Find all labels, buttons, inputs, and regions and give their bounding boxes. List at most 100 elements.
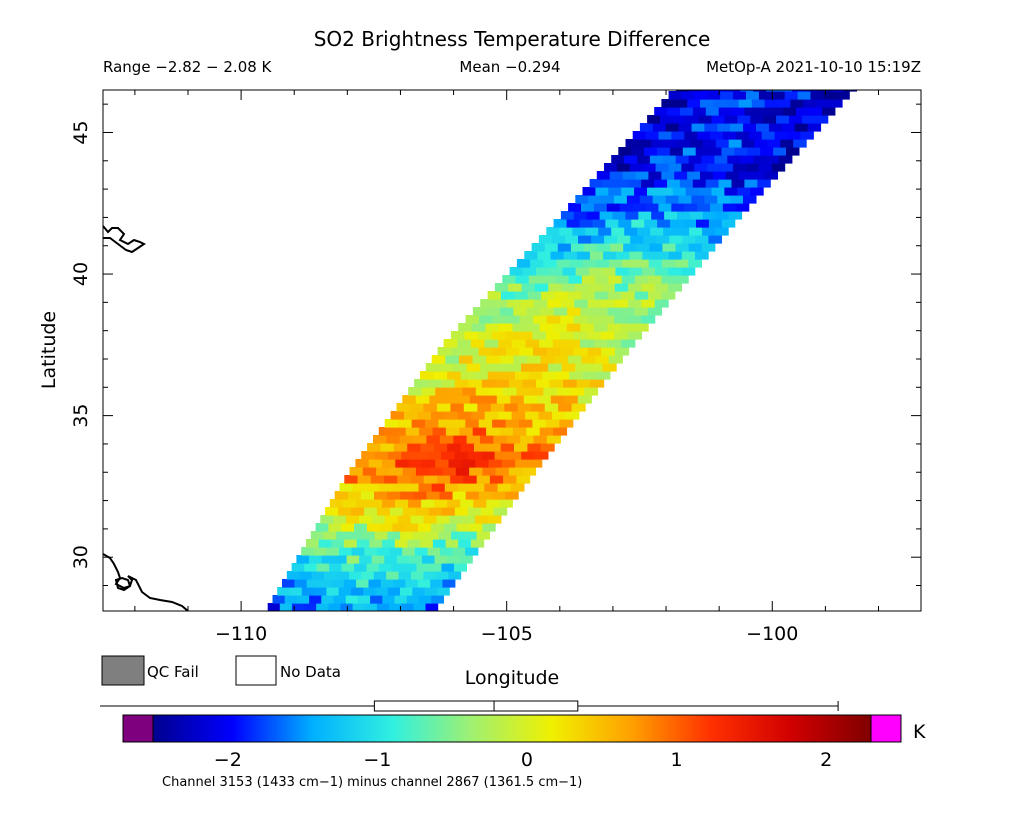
- swath-pixel: [499, 499, 513, 508]
- swath-pixel: [458, 539, 472, 548]
- swath-pixel: [431, 595, 444, 604]
- swath-pixel: [803, 99, 817, 108]
- swath-pixel: [618, 219, 632, 228]
- colorbar-tick-label: 1: [670, 749, 682, 771]
- swath-pixel: [581, 275, 596, 284]
- swath-pixel: [756, 123, 770, 132]
- swath-pixel: [463, 403, 478, 412]
- swath-pixel: [784, 91, 799, 100]
- swath-pixel: [405, 523, 419, 532]
- swath-pixel: [404, 411, 419, 420]
- swath-pixel: [497, 483, 512, 492]
- swath-pixel: [657, 219, 671, 228]
- swath-pixel: [602, 363, 617, 372]
- swath-pixel: [534, 363, 549, 372]
- swath-pixel: [553, 323, 568, 332]
- swath-pixel: [486, 427, 501, 436]
- colorbar-caption: Channel 3153 (1433 cm−1) minus channel 2…: [162, 775, 582, 790]
- swath-pixel: [657, 147, 671, 156]
- swath-pixel: [364, 603, 378, 611]
- swath-pixel: [634, 307, 649, 316]
- swath-pixel: [456, 395, 471, 404]
- swath-pixel: [554, 355, 569, 364]
- swath-pixel: [771, 163, 786, 172]
- swath-pixel: [614, 347, 630, 356]
- swath-pixel: [448, 571, 462, 580]
- swath-pixel: [721, 147, 735, 156]
- swath-pixel: [315, 523, 329, 532]
- swath-pixel: [499, 307, 514, 316]
- swath-pixel: [509, 267, 524, 276]
- swath-pixel: [684, 131, 698, 140]
- swath-pixel: [338, 587, 352, 596]
- swath-pixel: [814, 115, 829, 124]
- swath-pixel: [304, 563, 318, 572]
- swath-pixel: [338, 507, 352, 516]
- swath-pixel: [447, 555, 461, 564]
- swath-pixel: [387, 451, 402, 460]
- swath-pixel: [517, 403, 532, 412]
- swath-pixel: [661, 99, 675, 108]
- swath-pixel: [411, 419, 426, 428]
- swath-pixel: [471, 323, 486, 332]
- swath-pixel: [306, 539, 320, 548]
- swath-pixel: [521, 283, 536, 292]
- swath-pixel: [587, 299, 602, 308]
- swath-pixel: [390, 411, 405, 420]
- swath-pixel: [521, 451, 536, 460]
- swath-pixel: [737, 115, 751, 124]
- swath-pixel: [629, 163, 644, 172]
- swath-pixel: [296, 555, 310, 564]
- swath-pixel: [480, 363, 495, 372]
- swath-pixel: [343, 499, 357, 508]
- swath-pixel: [661, 275, 676, 284]
- swath-pixel: [744, 179, 758, 188]
- swath-pixel: [794, 123, 809, 132]
- swath-pixel: [452, 491, 467, 500]
- swath-pixel: [676, 227, 690, 236]
- swath-pixel: [641, 179, 655, 188]
- swath-pixel: [713, 99, 727, 108]
- no-data-label: No Data: [280, 663, 341, 681]
- swath-pixel: [650, 227, 664, 236]
- swath-pixel: [545, 419, 560, 428]
- swath-pixel: [384, 555, 398, 564]
- swath-pixel: [472, 307, 487, 316]
- swath-pixel: [475, 515, 489, 524]
- swath-pixel: [682, 147, 697, 156]
- swath-pixel: [447, 443, 462, 452]
- swath-pixel: [576, 379, 591, 388]
- swath-pixel: [309, 555, 323, 564]
- swath-pixel: [428, 563, 442, 572]
- swath-pixel: [460, 371, 475, 380]
- swath-pixel: [294, 579, 308, 588]
- swath-pixel: [635, 275, 649, 284]
- swath-pixel: [550, 251, 565, 260]
- swath-pixel: [520, 435, 535, 444]
- swath-pixel: [376, 603, 390, 611]
- swath-pixel: [583, 243, 598, 252]
- swath-pixel: [519, 347, 534, 356]
- swath-pixel: [473, 499, 487, 508]
- swath-pixel: [728, 139, 743, 148]
- swath-pixel: [311, 571, 325, 580]
- colorbar-tick-label: 0: [521, 749, 533, 771]
- swath-pixel: [522, 379, 537, 388]
- swath-pixel: [682, 235, 696, 244]
- swath-pixel: [734, 147, 748, 156]
- swath-pixel: [421, 499, 435, 508]
- swath-pixel: [375, 587, 389, 596]
- swath-pixel: [501, 291, 515, 300]
- swath-pixel: [763, 115, 777, 124]
- swath-pixel: [493, 363, 508, 372]
- swath-pixel: [377, 507, 391, 516]
- swath-pixel: [537, 251, 552, 260]
- swath-pixel: [570, 243, 585, 252]
- swath-pixel: [627, 315, 642, 324]
- swath-pixel: [451, 531, 465, 540]
- swath-pixel: [427, 379, 442, 388]
- swath-pixel: [542, 371, 557, 380]
- swath-pixel: [717, 123, 731, 132]
- swath-pixel: [442, 395, 457, 404]
- swath-pixel: [556, 387, 571, 396]
